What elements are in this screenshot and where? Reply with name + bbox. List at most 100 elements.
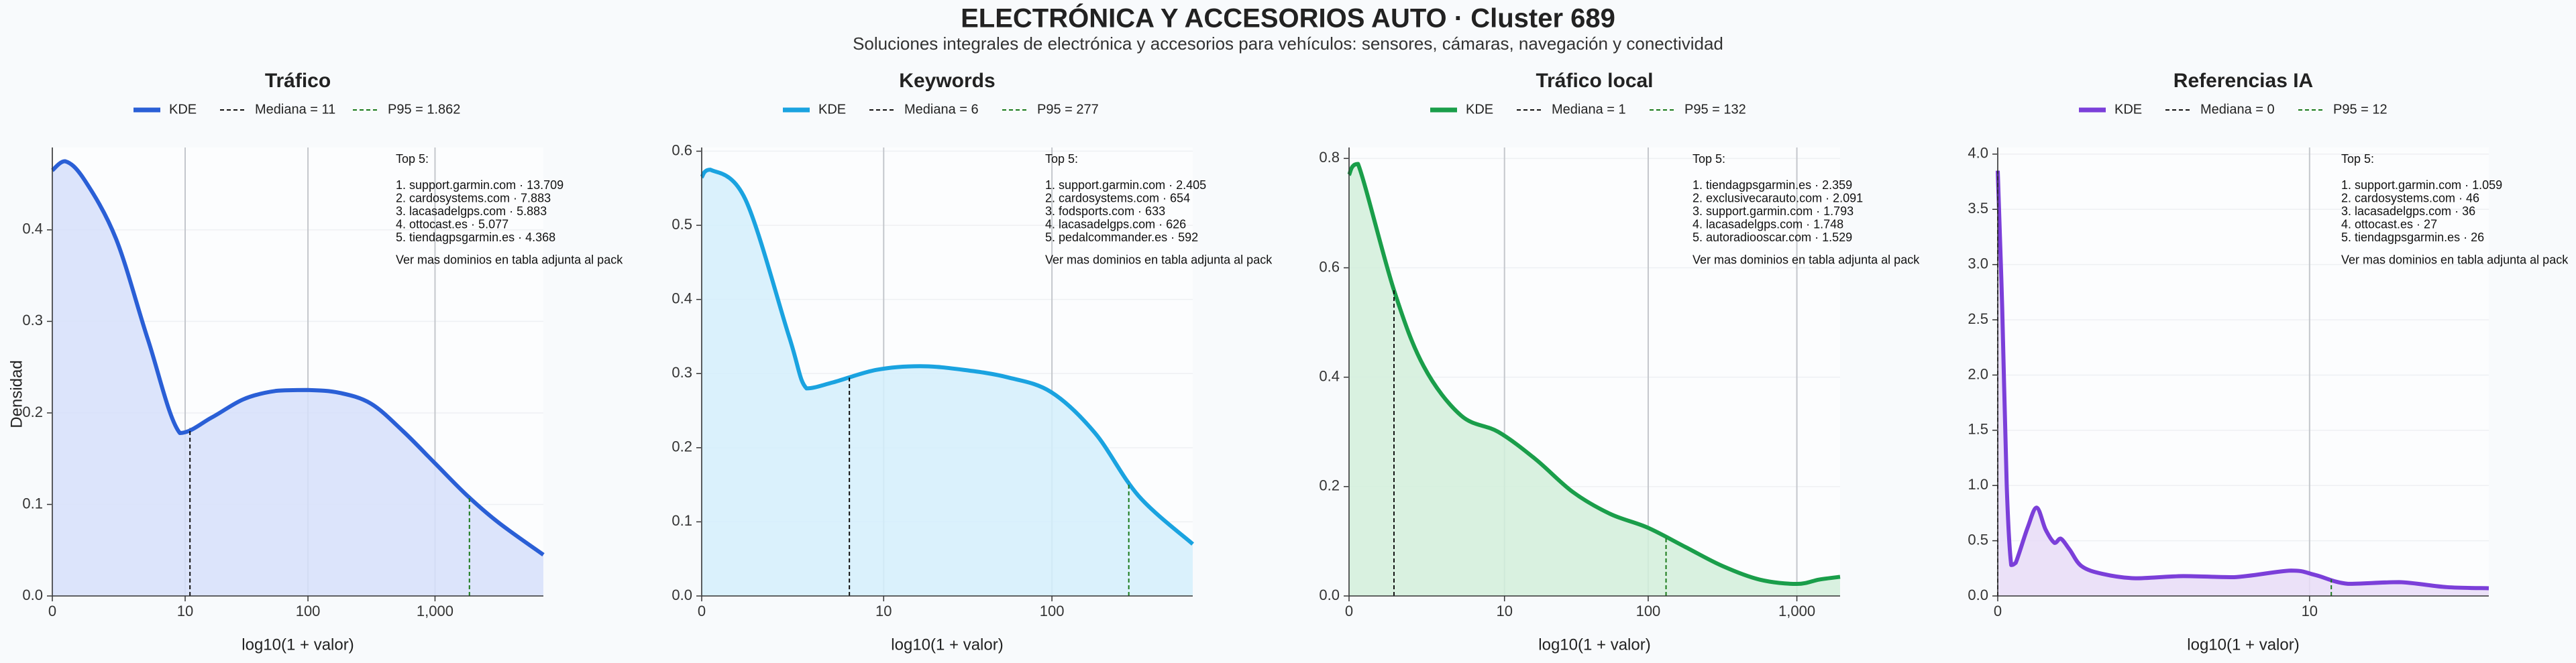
annotation-note: Ver mas dominios en tabla adjunta al pac…	[396, 253, 623, 266]
y-tick-label: 0.6	[672, 141, 692, 158]
annotation-item: 4. lacasadelgps.com · 626	[1045, 218, 1186, 231]
annotation-note: Ver mas dominios en tabla adjunta al pac…	[2341, 253, 2569, 266]
annotation-title: Top 5:	[1045, 152, 1078, 166]
x-tick-label: 0	[1345, 603, 1353, 619]
legend-label: KDE	[1466, 102, 1493, 117]
y-tick-label: 2.0	[1968, 365, 1988, 382]
kde-area	[1349, 164, 1840, 597]
panel-title: Tráfico local	[1536, 70, 1653, 92]
annotation-item: 2. cardosystems.com · 7.883	[396, 191, 551, 204]
annotation-item: 2. cardosystems.com · 654	[1045, 191, 1190, 204]
y-tick-label: 0.1	[22, 495, 43, 511]
y-tick-label: 1.5	[1968, 421, 1988, 438]
y-tick-label: 0.3	[22, 312, 43, 328]
subtitle: Soluciones integrales de electrónica y a…	[853, 34, 1723, 54]
y-tick-label: 0.5	[672, 216, 692, 233]
y-tick-label: 1.0	[1968, 476, 1988, 493]
panel-title: Keywords	[899, 70, 995, 92]
annotation-note: Ver mas dominios en tabla adjunta al pac…	[1045, 253, 1273, 266]
kde-line	[51, 159, 545, 556]
y-tick-label: 0.8	[1319, 149, 1340, 166]
x-tick-label: 10	[1496, 603, 1512, 619]
annotation-item: 1. support.garmin.com · 1.059	[2341, 178, 2502, 192]
y-tick-label: 3.0	[1968, 255, 1988, 272]
y-tick-label: 0.5	[1968, 531, 1988, 548]
panel-title: Referencias IA	[2174, 70, 2313, 92]
kde-area	[702, 170, 1193, 596]
x-axis-label: log10(1 + valor)	[891, 636, 1003, 654]
y-tick-label: 0.0	[1319, 587, 1340, 603]
legend-label: Mediana = 0	[2200, 102, 2275, 117]
suptitle: ELECTRÓNICA Y ACCESORIOS AUTO · Cluster …	[961, 3, 1615, 34]
y-tick-label: 0.4	[1319, 367, 1340, 384]
legend-label: KDE	[818, 102, 846, 117]
annotation-item: 3. fodsports.com · 633	[1045, 204, 1165, 218]
annotation-note: Ver mas dominios en tabla adjunta al pac…	[1693, 253, 1920, 266]
y-tick-label: 0.2	[672, 438, 692, 455]
annotation-item: 1. support.garmin.com · 13.709	[396, 178, 564, 192]
kde-area	[1998, 170, 2489, 596]
x-axis-label: log10(1 + valor)	[2187, 636, 2299, 654]
annotation-item: 2. exclusivecarauto.com · 2.091	[1693, 191, 1863, 204]
y-tick-label: 0.0	[22, 587, 43, 603]
legend-label: P95 = 12	[2333, 102, 2387, 117]
y-tick-label: 0.3	[672, 364, 692, 381]
x-tick-label: 100	[1636, 603, 1661, 619]
x-axis-label: log10(1 + valor)	[1538, 636, 1650, 654]
y-tick-label: 0.2	[22, 404, 43, 420]
legend-label: Mediana = 1	[1552, 102, 1626, 117]
annotation-item: 1. support.garmin.com · 2.405	[1045, 178, 1206, 192]
annotation-item: 4. ottocast.es · 5.077	[396, 218, 508, 231]
annotation-item: 4. lacasadelgps.com · 1.748	[1693, 218, 1843, 231]
y-tick-label: 0.1	[672, 512, 692, 529]
kde-line	[700, 168, 1194, 546]
x-tick-label: 0	[48, 603, 56, 619]
annotation-title: Top 5:	[396, 152, 429, 166]
annotation-item: 3. lacasadelgps.com · 5.883	[396, 204, 547, 218]
x-tick-label: 10	[875, 603, 892, 619]
y-axis-label: Densidad	[7, 360, 25, 428]
annotation-item: 3. support.garmin.com · 1.793	[1693, 204, 1854, 218]
legend-label: Mediana = 11	[255, 102, 335, 117]
annotation-item: 5. tiendagpsgarmin.es · 4.368	[396, 231, 555, 244]
y-tick-label: 0.4	[672, 290, 692, 306]
kde-area	[52, 161, 543, 596]
x-axis-label: log10(1 + valor)	[241, 636, 354, 654]
kde-line	[1996, 170, 2489, 591]
legend-label: Mediana = 6	[904, 102, 979, 117]
annotation-title: Top 5:	[1693, 152, 1725, 166]
x-tick-label: 1,000	[417, 603, 453, 619]
annotation-item: 2. cardosystems.com · 46	[2341, 191, 2479, 204]
annotation-item: 5. tiendagpsgarmin.es · 26	[2341, 231, 2484, 244]
y-tick-label: 2.5	[1968, 310, 1988, 327]
y-tick-label: 0.0	[672, 587, 692, 603]
kde-line	[1347, 162, 1841, 587]
x-tick-label: 1,000	[1778, 603, 1815, 619]
y-tick-label: 4.0	[1968, 145, 1988, 162]
y-tick-label: 0.2	[1319, 477, 1340, 494]
annotation-item: 3. lacasadelgps.com · 36	[2341, 204, 2475, 218]
legend-label: KDE	[169, 102, 197, 117]
panel-title: Tráfico	[265, 70, 331, 92]
x-tick-label: 0	[1994, 603, 2002, 619]
x-tick-label: 100	[1040, 603, 1065, 619]
y-tick-label: 0.0	[1968, 587, 1988, 603]
annotation-item: 1. tiendagpsgarmin.es · 2.359	[1693, 178, 1852, 192]
annotation-item: 4. ottocast.es · 27	[2341, 218, 2437, 231]
annotation-title: Top 5:	[2341, 152, 2374, 166]
x-tick-label: 10	[177, 603, 193, 619]
annotation-item: 5. pedalcommander.es · 592	[1045, 231, 1198, 244]
legend-label: P95 = 1.862	[388, 102, 460, 117]
legend-label: P95 = 132	[1684, 102, 1746, 117]
y-tick-label: 0.6	[1319, 258, 1340, 275]
x-tick-label: 0	[698, 603, 706, 619]
x-tick-label: 100	[296, 603, 321, 619]
legend-label: KDE	[2114, 102, 2142, 117]
y-tick-label: 3.5	[1968, 200, 1988, 217]
plot-area	[1998, 147, 2489, 596]
legend-label: P95 = 277	[1037, 102, 1099, 117]
annotation-item: 5. autoradiooscar.com · 1.529	[1693, 231, 1852, 244]
y-tick-label: 0.4	[22, 221, 43, 237]
